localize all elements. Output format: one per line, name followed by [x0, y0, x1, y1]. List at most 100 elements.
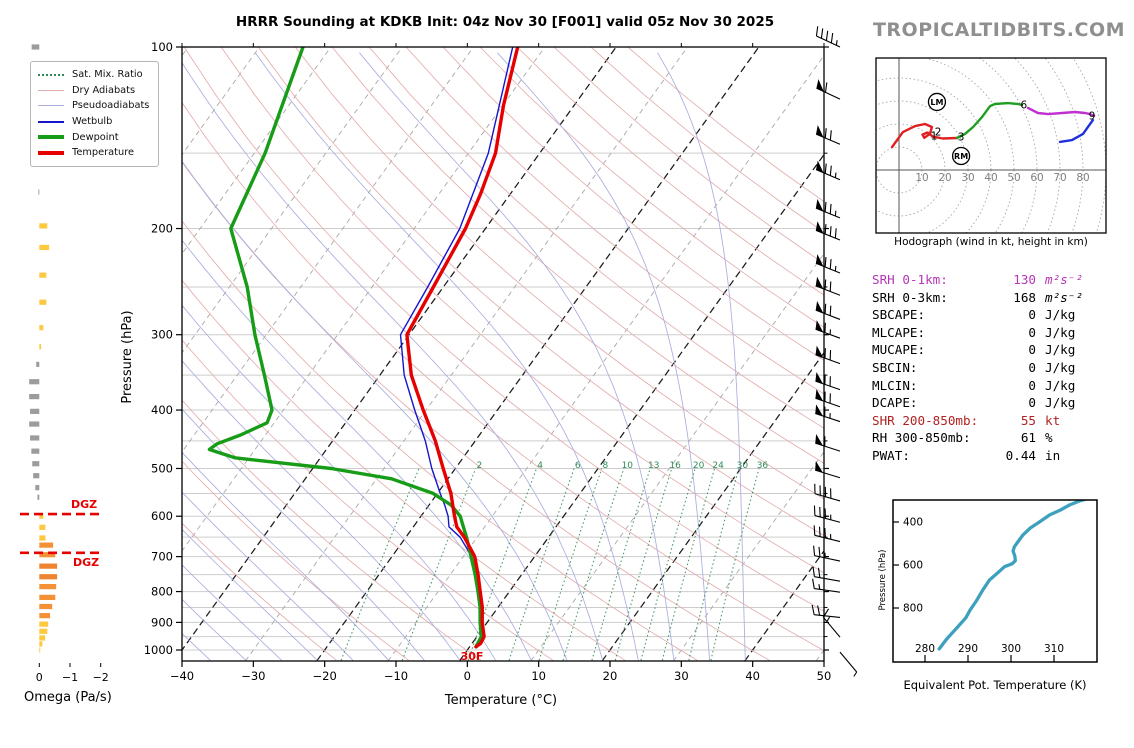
index-unit: J/kg [1045, 324, 1076, 340]
omega-bar [38, 189, 40, 195]
omega-bar [29, 379, 40, 385]
hodograph-tick-label: 80 [1076, 172, 1089, 184]
pressure-tick-label: 900 [151, 615, 173, 629]
pressure-tick-label: 200 [151, 222, 173, 236]
pressure-tick-label: 400 [151, 403, 173, 417]
hodograph-segment [955, 101, 1024, 140]
stability-indices: SRH 0-1km: 130 m²s⁻² SRH 0-3km: 168 m²s⁻² SBCA… [872, 271, 1083, 464]
hodograph-tick-label: 10 [915, 172, 928, 184]
index-label: SHR 200-850mb: [872, 412, 979, 428]
omega-bar [39, 542, 54, 548]
legend-item-label: Pseudoadiabats [72, 100, 150, 112]
omega-bar [39, 513, 44, 519]
legend-item-label: Dewpoint [72, 131, 119, 143]
omega-bar [29, 394, 40, 400]
pressure-tick-label: 100 [151, 40, 173, 54]
storm-motion-marker [951, 146, 971, 166]
mixing-ratio-label: 8 [602, 461, 608, 471]
hodograph-tick-label: 20 [938, 172, 951, 184]
hodograph-plot: 10 20 30 40 50 60 70 80 12 3 6 9 LM RM [875, 57, 1107, 234]
wind-barb [812, 566, 841, 582]
mixing-ratio-label: 30 [737, 461, 749, 471]
wind-barb [812, 578, 841, 593]
index-unit: m²s⁻² [1045, 289, 1083, 305]
index-unit: % [1045, 430, 1053, 446]
mixing-ratio-label: 4 [537, 461, 543, 471]
svg-text:RM: RM [954, 152, 968, 161]
wind-barb-column [811, 26, 858, 677]
index-value: 55 [1020, 412, 1036, 428]
hodograph-height-label: 9 [1089, 110, 1096, 122]
index-label: RH 300-850mb: [872, 430, 971, 446]
legend-item: Pseudoadiabats [38, 98, 149, 114]
index-unit: m²s⁻² [1045, 272, 1083, 288]
index-label: SRH 0-3km: [872, 289, 948, 305]
thetae-curve [937, 500, 1088, 651]
wind-barb [814, 483, 841, 502]
index-row: PWAT: 0.44 in [872, 446, 1083, 464]
pressure-tick-label: 500 [151, 461, 173, 475]
pressure-tick-label: 700 [151, 550, 173, 564]
wind-barb [811, 604, 841, 618]
temperature-tick-label: 50 [817, 669, 832, 683]
temperature-tick-label: −10 [384, 669, 408, 683]
wind-barb [815, 372, 841, 391]
index-row: SRH 0-1km: 130 m²s⁻² [872, 271, 1083, 289]
index-row: SBCIN: 0 J/kg [872, 359, 1083, 377]
omega-bar [39, 272, 47, 278]
hodograph-segment [1058, 118, 1095, 144]
index-unit: J/kg [1045, 395, 1076, 411]
thetae-axis-label: Equivalent Pot. Temperature (K) [903, 678, 1087, 692]
omega-bar [39, 244, 50, 251]
omega-bar [33, 473, 40, 479]
omega-bar [39, 524, 46, 530]
wind-barb [815, 300, 841, 320]
svg-text:LM: LM [930, 98, 943, 107]
hodograph-segment [890, 122, 959, 149]
index-value: 0 [1028, 360, 1036, 375]
hodograph-height-label: 2 [935, 127, 942, 139]
pressure-axis-label: Pressure (hPa) [120, 310, 135, 404]
omega-bar [39, 621, 49, 627]
omega-bar [30, 408, 40, 414]
hodograph-tick-label: 40 [984, 172, 997, 184]
omega-bar [39, 563, 58, 569]
omega-bar [30, 435, 40, 441]
legend-line-sample [38, 135, 64, 140]
legend-item-label: Dry Adiabats [72, 84, 136, 96]
omega-bar [39, 641, 43, 647]
omega-bar [35, 485, 40, 491]
mixing-ratio-label: 10 [622, 461, 634, 471]
index-value: 168 [1013, 289, 1036, 305]
wind-barb [815, 404, 841, 423]
temperature-tick-label: −30 [241, 669, 265, 683]
hodograph-height-label: 1 [931, 130, 938, 142]
omega-bar [39, 535, 46, 541]
legend-item-label: Sat. Mix. Ratio [72, 69, 143, 81]
skewt-frame [181, 46, 825, 662]
mixing-ratio-label: 2 [476, 461, 482, 471]
hodograph-tick-label: 30 [961, 172, 974, 184]
thetae-pressure-label: Pressure (hPa) [878, 549, 888, 611]
mixing-ratio-label: 6 [575, 461, 581, 471]
index-row: MLCAPE: 0 J/kg [872, 324, 1083, 342]
wind-barb [815, 276, 841, 296]
index-value: 0 [1028, 395, 1036, 411]
index-label: SBCIN: [872, 360, 918, 375]
page-title: HRRR Sounding at KDKB Init: 04z Nov 30 [… [235, 14, 775, 30]
hodograph-height-label: 6 [1021, 99, 1028, 111]
index-label: SRH 0-1km: [872, 272, 948, 288]
legend: Sat. Mix. Ratio Dry Adiabats Pseudoadiabat… [30, 61, 160, 167]
hodograph-tick-label: 60 [1030, 172, 1043, 184]
pressure-tick-label: 800 [151, 585, 173, 599]
storm-motion-marker [927, 92, 947, 112]
wind-barb [815, 26, 841, 48]
thetae-xtick-label: 280 [915, 643, 935, 655]
index-label: MLCIN: [872, 377, 918, 393]
index-value: 0 [1028, 324, 1036, 340]
omega-tick-label: −2 [93, 671, 109, 684]
legend-line-sample [38, 105, 64, 107]
temperature-axis-label: Temperature (°C) [444, 693, 558, 708]
